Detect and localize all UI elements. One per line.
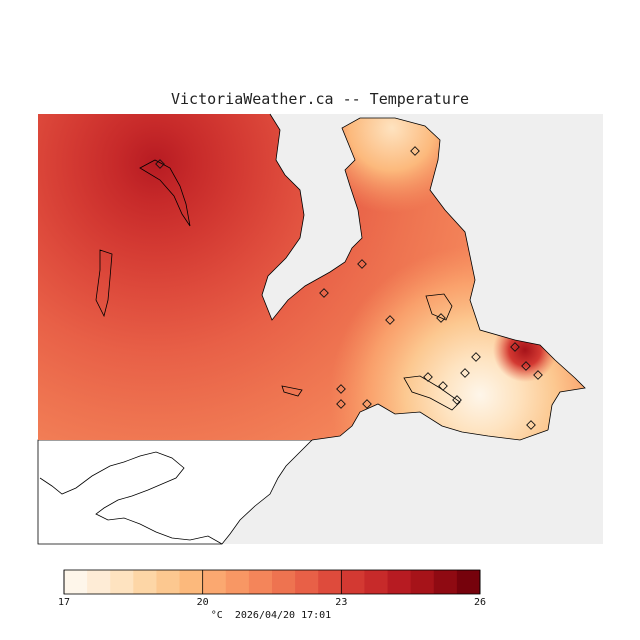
station-marker xyxy=(336,384,346,394)
station-marker xyxy=(510,342,520,352)
legend-color-bin xyxy=(318,570,342,594)
stations-layer xyxy=(155,146,543,430)
station-marker xyxy=(155,159,165,169)
coastline-southwest xyxy=(39,451,223,545)
legend-color-bin xyxy=(225,570,250,594)
legend-color-bin xyxy=(387,570,412,594)
legend-tick-label: 23 xyxy=(335,597,348,608)
station-marker xyxy=(385,315,395,325)
station-marker xyxy=(460,368,470,378)
legend-tick-label: 26 xyxy=(473,597,487,608)
station-marker xyxy=(471,352,481,362)
legend-color-bin xyxy=(295,570,319,594)
legend-color-bin xyxy=(133,570,157,594)
station-marker xyxy=(423,372,433,382)
station-marker xyxy=(438,381,448,391)
legend-timestamp: 2026/04/20 17:01 xyxy=(234,610,332,621)
legend-color-bin xyxy=(202,570,227,594)
station-marker xyxy=(521,361,531,371)
station-marker xyxy=(336,399,346,409)
station-marker xyxy=(526,420,536,430)
legend-color-bin xyxy=(179,570,204,594)
legend-tick-label: 17 xyxy=(57,597,71,608)
legend-color-bin xyxy=(341,570,365,594)
legend-color-bin xyxy=(364,570,389,594)
legend-color-bin xyxy=(248,570,273,594)
legend-unit: °C xyxy=(210,610,223,621)
legend-color-bin xyxy=(433,570,458,594)
legend-colorbar xyxy=(63,569,481,595)
station-marker xyxy=(533,370,543,380)
land-southwest xyxy=(37,439,313,545)
legend-color-bin xyxy=(156,570,181,594)
station-marker xyxy=(452,395,462,405)
legend-color-bin xyxy=(410,570,435,594)
legend-tick-label: 20 xyxy=(196,597,209,608)
legend-caption: °C 2026/04/20 17:01 xyxy=(0,610,542,621)
legend-color-bin xyxy=(64,570,88,594)
station-marker xyxy=(410,146,420,156)
station-marker xyxy=(357,259,367,269)
map-title: VictoriaWeather.ca -- Temperature xyxy=(170,90,469,108)
legend-color-bin xyxy=(87,570,111,594)
legend-color-bin xyxy=(272,570,296,594)
legend-color-bin xyxy=(110,570,134,594)
station-marker xyxy=(362,399,372,409)
legend-color-bin xyxy=(456,570,481,594)
station-marker xyxy=(319,288,329,298)
coastlines xyxy=(95,113,586,441)
station-marker xyxy=(436,313,446,323)
